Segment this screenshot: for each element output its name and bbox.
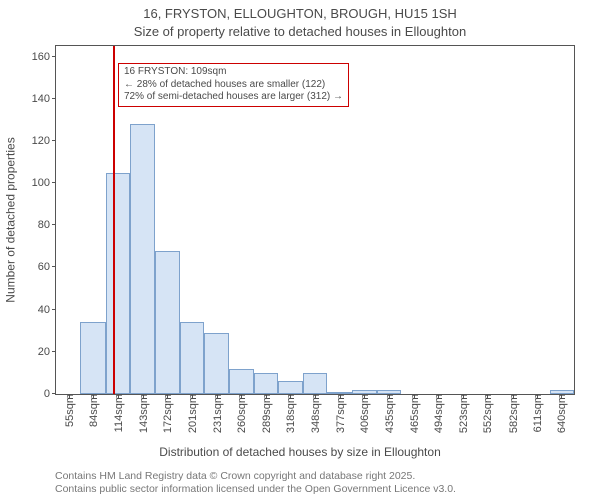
x-tick-label: 435sqm [382, 394, 396, 433]
x-tick-label: 143sqm [136, 394, 150, 433]
x-tick-label: 465sqm [407, 394, 421, 433]
histogram-bar [229, 369, 254, 394]
y-axis-label: Number of detached properties [4, 45, 18, 395]
property-size-histogram: 16, FRYSTON, ELLOUGHTON, BROUGH, HU15 1S… [0, 0, 600, 500]
x-tick-label: 114sqm [111, 394, 125, 432]
x-tick-label: 201sqm [185, 394, 199, 433]
footer-attribution: Contains HM Land Registry data © Crown c… [55, 470, 456, 496]
y-tick-label: 140 [32, 93, 56, 105]
histogram-bar [180, 322, 204, 394]
y-tick-label: 20 [38, 346, 56, 358]
x-tick-label: 231sqm [210, 394, 224, 433]
annotation-box: 16 FRYSTON: 109sqm← 28% of detached hous… [118, 63, 349, 107]
x-tick-label: 611sqm [530, 394, 544, 432]
y-tick-label: 40 [38, 304, 56, 316]
x-tick-label: 640sqm [554, 394, 568, 433]
histogram-bar [204, 333, 228, 394]
x-tick-label: 406sqm [357, 394, 371, 433]
footer-line1: Contains HM Land Registry data © Crown c… [55, 470, 456, 483]
x-tick-label: 494sqm [431, 394, 445, 433]
x-tick-label: 289sqm [259, 394, 273, 433]
chart-title-line2: Size of property relative to detached ho… [0, 24, 600, 39]
x-axis-label: Distribution of detached houses by size … [0, 445, 600, 459]
histogram-bar [80, 322, 105, 394]
annotation-line3: 72% of semi-detached houses are larger (… [124, 91, 343, 104]
y-tick-label: 0 [44, 388, 56, 400]
histogram-bar [106, 173, 130, 394]
histogram-bar [327, 392, 352, 394]
y-tick-label: 80 [38, 219, 56, 231]
footer-line2: Contains public sector information licen… [55, 483, 456, 496]
histogram-bar [130, 124, 154, 394]
y-tick-label: 100 [32, 177, 56, 189]
y-tick-label: 160 [32, 51, 56, 63]
x-tick-label: 84sqm [86, 394, 100, 427]
histogram-bar [155, 251, 180, 394]
x-tick-label: 377sqm [333, 394, 347, 433]
x-tick-label: 318sqm [283, 394, 297, 433]
x-tick-label: 55sqm [62, 394, 76, 427]
x-tick-label: 523sqm [456, 394, 470, 433]
histogram-bar [303, 373, 327, 394]
annotation-line2: ← 28% of detached houses are smaller (12… [124, 79, 343, 92]
histogram-bar [278, 381, 302, 394]
histogram-bar [377, 390, 401, 394]
annotation-line1: 16 FRYSTON: 109sqm [124, 66, 343, 79]
histogram-bar [352, 390, 376, 394]
x-tick-label: 348sqm [308, 394, 322, 433]
y-tick-label: 120 [32, 135, 56, 147]
histogram-bar [254, 373, 278, 394]
histogram-bar [550, 390, 574, 394]
y-tick-label: 60 [38, 261, 56, 273]
reference-line [113, 46, 115, 394]
x-tick-label: 260sqm [234, 394, 248, 433]
x-tick-label: 172sqm [160, 394, 174, 433]
chart-title-line1: 16, FRYSTON, ELLOUGHTON, BROUGH, HU15 1S… [0, 6, 600, 21]
x-tick-label: 552sqm [480, 394, 494, 433]
plot-area: 02040608010012014016055sqm84sqm114sqm143… [55, 45, 575, 395]
x-tick-label: 582sqm [506, 394, 520, 433]
